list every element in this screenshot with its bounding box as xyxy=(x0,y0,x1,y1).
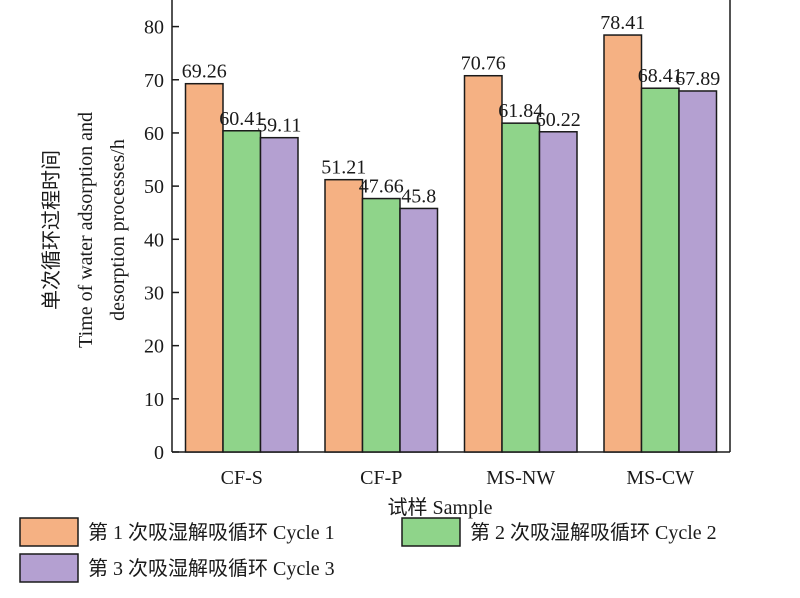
y-tick-label: 50 xyxy=(144,176,164,198)
bar-value-label: 68.41 xyxy=(638,65,683,87)
bar xyxy=(184,82,224,453)
bar xyxy=(640,87,680,453)
x-tick-label: MS-NW xyxy=(486,467,555,489)
legend-label: 第 3 次吸湿解吸循环 Cycle 3 xyxy=(88,557,335,580)
x-tick-label: CF-S xyxy=(221,467,263,489)
bar xyxy=(501,122,541,453)
bar xyxy=(222,130,262,453)
y-axis-title: 单次循环过程时间 Time of water adsorption and de… xyxy=(40,112,129,348)
legend: 第 1 次吸湿解吸循环 Cycle 1 第 2 次吸湿解吸循环 Cycle 2 第 … xyxy=(19,517,717,583)
bar-value-label: 59.11 xyxy=(257,115,301,137)
bar xyxy=(678,90,718,453)
bar xyxy=(324,178,364,453)
y-tick-label: 80 xyxy=(144,17,164,39)
bar-value-label: 61.84 xyxy=(498,100,543,122)
y-tick-label: 30 xyxy=(144,282,164,304)
legend-label: 第 2 次吸湿解吸循环 Cycle 2 xyxy=(470,521,717,544)
legend-label: 第 1 次吸湿解吸循环 Cycle 1 xyxy=(88,521,335,544)
y-tick-label: 40 xyxy=(144,229,164,251)
legend-swatch xyxy=(19,553,79,583)
legend-swatch xyxy=(19,517,79,547)
bar xyxy=(463,74,503,453)
bar-value-label: 45.8 xyxy=(401,185,436,207)
bar-value-label: 51.21 xyxy=(321,157,366,179)
bar xyxy=(399,207,439,453)
bar xyxy=(538,131,578,453)
y-axis-title-line-1: 单次循环过程时间 xyxy=(40,150,63,310)
y-tick-label: 20 xyxy=(144,336,164,358)
x-tick-label: CF-P xyxy=(360,467,402,489)
y-tick-label: 0 xyxy=(154,442,164,464)
y-tick-label: 60 xyxy=(144,123,164,145)
x-axis-title: 试样 Sample xyxy=(388,496,493,519)
bar-value-label: 60.41 xyxy=(219,108,264,130)
y-axis-title-line-3: desorption processes/h xyxy=(107,139,129,321)
y-axis-title-line-2: Time of water adsorption and xyxy=(75,112,97,348)
y-tick-label: 10 xyxy=(144,389,164,411)
bar-value-label: 78.41 xyxy=(600,12,645,34)
bar xyxy=(259,136,299,453)
bar-value-label: 60.22 xyxy=(536,109,581,131)
bar-value-label: 70.76 xyxy=(461,53,506,75)
bar xyxy=(361,197,401,453)
legend-swatch xyxy=(401,517,461,547)
y-tick-label: 70 xyxy=(144,70,164,92)
bar-value-label: 47.66 xyxy=(359,176,404,198)
bar-value-label: 67.89 xyxy=(675,68,720,90)
bar-value-label: 69.26 xyxy=(182,61,227,83)
bar xyxy=(603,34,643,453)
x-tick-label: MS-CW xyxy=(626,467,694,489)
